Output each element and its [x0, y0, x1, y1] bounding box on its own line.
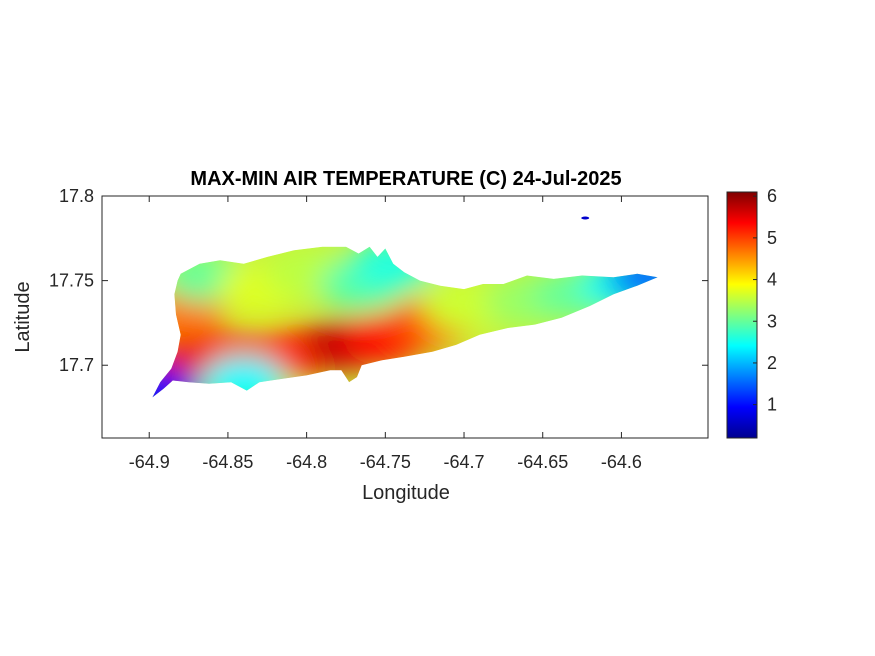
x-tick-label: -64.75: [360, 452, 411, 472]
y-axis-label: Latitude: [12, 281, 34, 352]
y-tick-label: 17.8: [59, 186, 94, 206]
x-tick-label: -64.6: [601, 452, 642, 472]
colorbar-tick-label: 2: [767, 353, 777, 373]
colorbar-tick-label: 6: [767, 186, 777, 206]
x-axis-label: Longitude: [362, 482, 450, 504]
y-axis-ticks: 17.7 17.75 17.8: [49, 186, 708, 375]
x-tick-label: -64.9: [129, 452, 170, 472]
temperature-sample-12: [422, 280, 507, 332]
colorbar-ticks: 1 2 3 4 5 6: [753, 186, 777, 415]
x-tick-label: -64.65: [517, 452, 568, 472]
x-axis-ticks: -64.9 -64.85 -64.8 -64.75 -64.7 -64.65 -64.6: [129, 196, 642, 472]
colorbar: [726, 191, 758, 439]
x-tick-label: -64.8: [286, 452, 327, 472]
colorbar-tick-label: 1: [767, 395, 777, 415]
x-tick-label: -64.7: [444, 452, 485, 472]
x-tick-label: -64.85: [202, 452, 253, 472]
colorbar-tick-label: 4: [767, 270, 777, 290]
offshore-islet: [581, 216, 590, 220]
temperature-field: [152, 216, 658, 398]
colorbar-tick-label: 5: [767, 228, 777, 248]
y-tick-label: 17.7: [59, 355, 94, 375]
colorbar-tick-label: 3: [767, 311, 777, 331]
plot-frame: [101, 195, 709, 439]
chart-title: MAX-MIN AIR TEMPERATURE (C) 24-Jul-2025: [190, 168, 621, 190]
y-tick-label: 17.75: [49, 271, 94, 291]
